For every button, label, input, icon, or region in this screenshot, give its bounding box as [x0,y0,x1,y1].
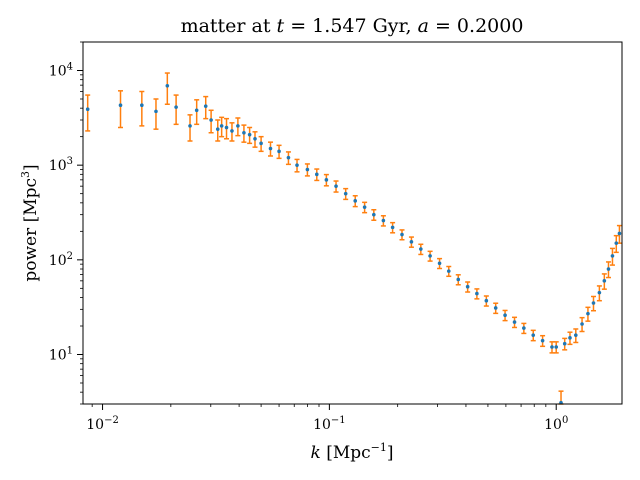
data-point [305,167,310,172]
data-point [165,83,170,88]
data-point [277,149,281,154]
error-bar [139,90,145,127]
data-point [597,290,602,295]
data-point [493,306,498,310]
data-point [419,247,423,251]
error-bar [173,94,179,126]
data-point [381,218,386,223]
data-point [586,311,590,316]
error-bar [153,98,159,130]
data-point [554,345,559,349]
data-point [531,333,536,337]
data-point [610,254,615,258]
error-bar [187,114,193,142]
data-point [209,118,213,122]
error-bar [118,90,124,129]
data-point [602,279,607,283]
y-tick-label: 104 [49,61,73,79]
error-bars [85,72,622,405]
data-point [188,124,192,128]
data-point [591,301,596,305]
data-points [85,83,622,405]
data-point [446,269,451,273]
data-point [606,267,611,271]
data-point [390,225,395,230]
x-axis-ticks: 10−2 10−1 100 [86,404,568,433]
data-point [372,212,376,217]
data-point [456,277,461,282]
y-tick-label: 101 [49,346,73,364]
data-point [562,341,567,346]
y-tick-label: 103 [49,156,73,174]
data-point [343,191,348,196]
data-point [334,184,338,188]
data-point [230,129,234,133]
data-point [236,124,240,128]
data-point [353,199,358,203]
data-point [85,107,90,112]
y-tick-label: 102 [49,251,73,269]
data-point [475,291,479,296]
data-point [118,103,123,107]
chart-title: matter at t = 1.547 Gyr, a = 0.2000 [181,15,524,37]
plot-frame [82,41,623,405]
data-point [253,136,257,141]
x-axis-label: k [Mpc−1] [310,441,393,463]
y-axis-label: power [Mpc3] [19,164,41,281]
data-point [215,127,220,131]
data-point [503,313,507,318]
data-point [154,109,158,114]
data-point [512,320,517,324]
x-tick-label: 10−2 [86,415,119,433]
data-point [580,322,584,326]
data-point [242,130,246,135]
data-point [194,108,199,113]
data-point [614,241,619,245]
data-point [203,104,208,108]
data-point [219,124,224,128]
error-bar [164,72,170,106]
x-tick-label: 100 [544,415,568,433]
data-point [550,345,554,349]
data-point [224,125,229,130]
data-point [522,326,526,330]
data-point [314,172,319,177]
data-point [324,178,329,182]
data-point [247,132,252,137]
data-point [400,232,404,237]
error-bar [85,94,91,132]
data-point [465,284,470,289]
data-point [484,298,489,303]
data-point [437,261,442,266]
data-point [428,254,432,258]
data-point [268,146,273,151]
data-point [409,240,414,244]
data-point [259,141,263,146]
data-point [617,231,622,236]
data-point [568,336,572,340]
data-point [174,105,178,109]
y-axis-ticks: 101 102 103 104 [49,41,83,405]
data-point [362,205,367,209]
x-tick-label: 10−1 [313,415,346,433]
data-point [140,103,144,107]
data-point [540,338,545,343]
data-point [286,155,291,160]
data-point [295,163,299,167]
data-point [574,333,578,337]
